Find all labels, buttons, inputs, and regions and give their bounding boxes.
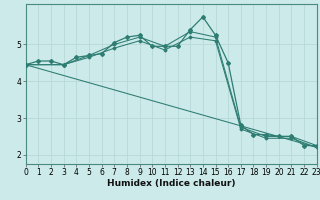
X-axis label: Humidex (Indice chaleur): Humidex (Indice chaleur) [107,179,236,188]
